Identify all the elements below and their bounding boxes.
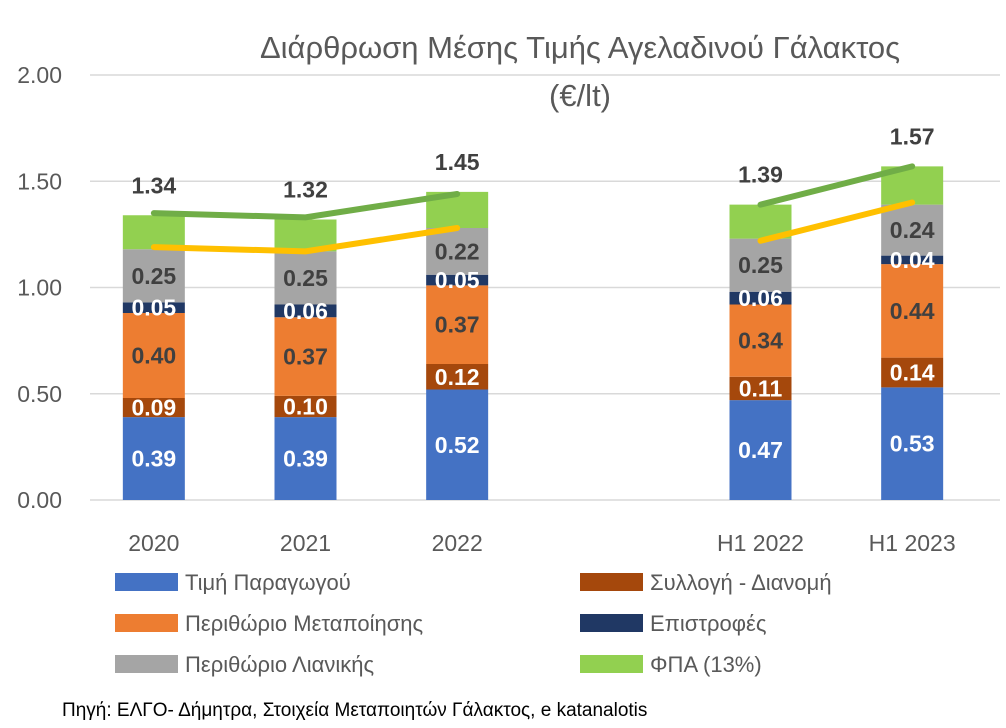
bar-segment — [426, 285, 489, 364]
y-tick-label: 1.00 — [17, 275, 62, 301]
legend-item: Επιστροφές — [580, 611, 766, 636]
segment-label: 0.05 — [131, 295, 176, 321]
legend-item: Περιθώριο Μεταποίησης — [115, 611, 423, 636]
segment-label: 0.39 — [131, 446, 176, 472]
segment-label: 0.14 — [890, 360, 935, 386]
legend-swatch — [115, 655, 178, 673]
y-tick-label: 0.00 — [17, 487, 62, 513]
bar-segment — [426, 228, 489, 275]
segment-label: 0.53 — [890, 431, 935, 457]
total-label: 1.32 — [283, 177, 328, 203]
total-label: 1.34 — [131, 172, 176, 198]
total-label: 1.57 — [890, 123, 935, 149]
segment-label: 0.52 — [435, 432, 480, 458]
lines — [150, 163, 916, 255]
total-label: 1.39 — [738, 162, 783, 188]
legend-swatch — [115, 614, 178, 632]
segment-label: 0.40 — [131, 343, 176, 369]
y-tick-label: 2.00 — [17, 62, 62, 88]
bar-segment — [274, 317, 337, 396]
series-line — [757, 163, 916, 208]
legend-label: ΦΠΑ (13%) — [650, 652, 762, 677]
bar-segment — [274, 395, 337, 418]
legend-label: Τιμή Παραγωγού — [185, 570, 351, 595]
bar-segment — [426, 364, 489, 390]
bar-segment — [122, 313, 185, 398]
x-tick-label: 2022 — [432, 530, 483, 556]
legend-swatch — [115, 573, 178, 591]
bar-segment — [881, 387, 944, 500]
segment-label: 0.34 — [738, 328, 783, 354]
y-tick-label: 0.50 — [17, 381, 62, 407]
bar-segment — [122, 302, 185, 313]
bar-segment — [122, 215, 185, 250]
segment-label: 0.47 — [738, 437, 783, 463]
bar-segment — [729, 291, 792, 305]
bar-segment — [729, 376, 792, 401]
bars — [122, 166, 944, 500]
segment-label: 0.44 — [890, 298, 935, 324]
bar-segment — [122, 417, 185, 500]
segment-label: 0.04 — [890, 247, 935, 273]
segment-label: 0.11 — [739, 375, 783, 401]
series-line — [150, 191, 461, 221]
legend-item: ΦΠΑ (13%) — [580, 652, 762, 677]
axes: 0.00 0.50 1.00 1.50 2.00 2020 2021 2022 H1 2022 H… — [17, 62, 955, 556]
source-note: Πηγή: ΕΛΓΟ- Δήμητρα, Στοιχεία Μεταποιητώ… — [62, 700, 647, 721]
chart-title: Διάρθρωση Μέσης Τιμής Αγελαδινού Γάλακτο… — [260, 30, 900, 65]
segment-label: 0.06 — [738, 285, 783, 311]
x-tick-label: H1 2022 — [717, 530, 804, 556]
segment-label: 0.37 — [435, 312, 480, 338]
segment-label: 0.25 — [131, 263, 176, 289]
segment-label: 0.25 — [738, 252, 783, 278]
segment-label: 0.09 — [131, 395, 176, 421]
bar-segment — [881, 255, 944, 265]
legend-swatch — [580, 655, 643, 673]
x-tick-label: H1 2023 — [869, 530, 956, 556]
bar-segment — [426, 389, 489, 500]
series-line — [150, 225, 461, 255]
bar-segment — [274, 251, 337, 305]
legend-swatch — [580, 573, 643, 591]
segment-label: 0.05 — [435, 267, 480, 293]
segment-label: 0.25 — [283, 265, 328, 291]
segment-label: 0.37 — [283, 344, 328, 370]
legend-label: Επιστροφές — [650, 611, 766, 636]
legend-swatch — [580, 614, 643, 632]
bar-segment — [881, 204, 944, 256]
bar-segment — [729, 238, 792, 292]
legend-item: Τιμή Παραγωγού — [115, 570, 351, 595]
bar-segment — [122, 249, 185, 303]
bar-segment — [274, 417, 337, 500]
x-tick-label: 2021 — [280, 530, 331, 556]
bar-segment — [729, 304, 792, 377]
bar-segment — [881, 264, 944, 358]
legend-item: Συλλογή - Διανομή — [580, 570, 832, 595]
segment-label: 0.22 — [435, 238, 480, 264]
bar-segment — [881, 357, 944, 388]
bar-segment — [426, 274, 489, 286]
bar-segment — [729, 400, 792, 500]
segment-label: 0.24 — [890, 217, 935, 243]
segment-label: 0.39 — [283, 446, 328, 472]
legend-label: Περιθώριο Λιανικής — [185, 652, 374, 677]
total-label: 1.45 — [435, 149, 480, 175]
data-labels: 0.39 0.09 0.40 0.05 0.25 1.34 0.39 0.10 0.37 0.06… — [131, 123, 934, 471]
legend-label: Συλλογή - Διανομή — [650, 570, 832, 595]
segment-label: 0.06 — [283, 298, 328, 324]
legend: Τιμή Παραγωγού Συλλογή - Διανομή Περιθώριο… — [115, 570, 832, 677]
legend-item: Περιθώριο Λιανικής — [115, 652, 374, 677]
chart-subtitle: (€/lt) — [549, 78, 611, 113]
segment-label: 0.10 — [283, 394, 328, 420]
x-tick-label: 2020 — [128, 530, 179, 556]
bar-segment — [122, 398, 185, 418]
gridlines — [90, 74, 1000, 501]
y-tick-label: 1.50 — [17, 168, 62, 194]
segment-label: 0.12 — [435, 364, 480, 390]
series-line — [757, 199, 916, 244]
legend-label: Περιθώριο Μεταποίησης — [185, 611, 423, 636]
bar-segment — [274, 304, 337, 318]
